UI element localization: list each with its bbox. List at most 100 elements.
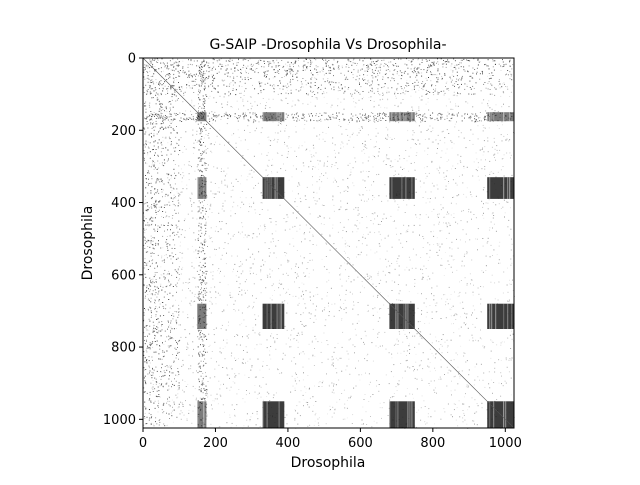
band-point <box>393 69 395 71</box>
noise-point <box>333 383 335 385</box>
band-point <box>237 62 239 64</box>
band-point <box>150 297 152 299</box>
noise-point <box>385 137 387 139</box>
band-point <box>157 160 159 162</box>
noise-point <box>181 252 183 254</box>
noise-point <box>392 221 394 222</box>
noise-point <box>279 204 281 206</box>
noise-point <box>290 346 292 348</box>
noise-point <box>485 159 486 161</box>
noise-point <box>452 305 454 307</box>
noise-point <box>194 239 196 241</box>
band-point <box>213 66 215 68</box>
band-point <box>502 59 503 61</box>
noise-point <box>264 74 266 76</box>
noise-point <box>259 343 261 345</box>
band-point <box>377 59 379 61</box>
noise-point <box>271 299 273 301</box>
band-point <box>163 88 164 90</box>
band-point <box>157 178 159 180</box>
noise-point <box>322 138 324 140</box>
noise-point <box>508 371 510 373</box>
noise-point <box>162 140 164 142</box>
noise-point <box>260 192 262 194</box>
band-point <box>173 315 175 317</box>
noise-point <box>312 410 314 412</box>
noise-point <box>471 196 473 198</box>
band-point <box>288 68 290 70</box>
band-point <box>336 62 338 64</box>
band-point <box>152 386 154 388</box>
band-point <box>234 68 236 69</box>
band-point <box>170 126 172 128</box>
noise-point <box>185 148 187 150</box>
noise-point <box>447 372 449 374</box>
band-point <box>156 179 158 181</box>
noise-point <box>182 60 184 62</box>
band-point <box>370 84 372 86</box>
noise-point <box>491 75 493 76</box>
noise-point <box>181 402 183 404</box>
noise-point <box>243 95 245 96</box>
noise-point <box>400 352 402 354</box>
noise-point <box>465 386 467 388</box>
band-point <box>220 68 222 70</box>
noise-point <box>161 255 163 257</box>
noise-point <box>353 208 355 210</box>
noise-point <box>192 372 194 374</box>
noise-point <box>340 299 341 301</box>
noise-point <box>406 337 408 339</box>
noise-point <box>226 374 228 376</box>
noise-point <box>255 297 257 299</box>
band-point <box>412 59 414 61</box>
noise-point <box>167 366 169 368</box>
band-point <box>476 67 478 69</box>
noise-point <box>145 228 147 230</box>
noise-point <box>216 393 218 395</box>
noise-point <box>286 272 287 274</box>
band-point <box>224 73 226 75</box>
noise-point <box>238 136 240 138</box>
noise-point <box>188 173 190 175</box>
band-point <box>153 203 155 205</box>
noise-point <box>403 329 405 331</box>
band-point <box>156 114 158 116</box>
noise-point <box>192 276 194 278</box>
noise-point <box>255 185 256 186</box>
band-point <box>159 315 161 317</box>
noise-point <box>436 302 438 304</box>
noise-point <box>199 261 201 263</box>
noise-point <box>476 403 478 405</box>
noise-point <box>497 299 499 301</box>
band-point <box>216 60 218 62</box>
band-point <box>170 143 172 145</box>
band-point <box>147 222 149 224</box>
band-point <box>191 80 193 82</box>
noise-point <box>494 362 496 364</box>
noise-point <box>295 263 297 265</box>
band-point <box>509 65 511 67</box>
noise-point <box>437 81 439 83</box>
noise-point <box>425 202 427 204</box>
noise-point <box>237 334 239 336</box>
noise-point <box>283 301 285 303</box>
noise-point <box>328 302 329 304</box>
noise-point <box>335 368 337 369</box>
noise-point <box>333 149 335 151</box>
band-point <box>163 63 165 65</box>
noise-point <box>421 293 422 295</box>
band-point <box>313 58 315 60</box>
noise-point <box>241 263 243 265</box>
noise-point <box>262 377 264 378</box>
noise-point <box>356 220 358 221</box>
noise-point <box>216 115 218 117</box>
band-point <box>150 111 152 112</box>
noise-point <box>221 180 223 182</box>
noise-point <box>337 105 339 107</box>
band-point <box>167 247 168 249</box>
noise-point <box>373 181 375 183</box>
noise-point <box>281 372 283 374</box>
noise-point <box>332 181 334 183</box>
noise-point <box>210 190 212 192</box>
noise-point <box>302 113 304 115</box>
